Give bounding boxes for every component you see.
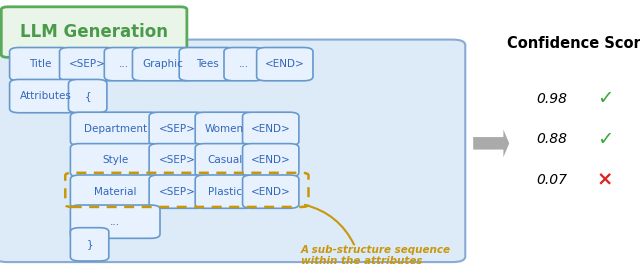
Text: Confidence Score: Confidence Score (508, 36, 640, 51)
Text: Women: Women (205, 124, 244, 134)
Text: }: } (86, 239, 93, 249)
FancyBboxPatch shape (195, 144, 254, 177)
FancyBboxPatch shape (0, 40, 465, 262)
Text: ...: ... (110, 217, 120, 227)
FancyBboxPatch shape (1, 7, 187, 57)
Text: Title: Title (29, 59, 51, 69)
FancyBboxPatch shape (70, 144, 160, 177)
Text: Style: Style (102, 155, 129, 165)
Text: ✓: ✓ (596, 89, 613, 108)
Text: Plastic: Plastic (207, 187, 242, 197)
FancyBboxPatch shape (60, 48, 116, 81)
Text: Casual: Casual (207, 155, 243, 165)
FancyBboxPatch shape (149, 175, 205, 208)
Text: <SEP>: <SEP> (159, 155, 196, 165)
Text: ...: ... (239, 59, 249, 69)
FancyBboxPatch shape (70, 205, 160, 238)
FancyBboxPatch shape (68, 79, 107, 113)
FancyBboxPatch shape (70, 228, 109, 261)
Text: A sub-structure sequence
within the attributes: A sub-structure sequence within the attr… (301, 245, 451, 266)
FancyBboxPatch shape (224, 48, 264, 81)
FancyBboxPatch shape (10, 48, 70, 81)
FancyBboxPatch shape (179, 48, 236, 81)
FancyBboxPatch shape (10, 79, 81, 113)
Text: {: { (84, 91, 91, 101)
Text: 0.07: 0.07 (536, 173, 567, 187)
Text: Tees: Tees (196, 59, 219, 69)
Text: ...: ... (119, 59, 129, 69)
Text: Department: Department (84, 124, 147, 134)
Text: <END>: <END> (265, 59, 305, 69)
Text: <END>: <END> (251, 155, 291, 165)
Text: <SEP>: <SEP> (159, 124, 196, 134)
FancyBboxPatch shape (132, 48, 193, 81)
Text: ×: × (596, 171, 613, 190)
Text: Attributes: Attributes (19, 91, 72, 101)
FancyBboxPatch shape (149, 144, 205, 177)
Text: Material: Material (94, 187, 136, 197)
Text: 0.98: 0.98 (536, 92, 567, 106)
FancyBboxPatch shape (243, 175, 299, 208)
FancyBboxPatch shape (149, 112, 205, 146)
FancyBboxPatch shape (243, 144, 299, 177)
Text: <END>: <END> (251, 187, 291, 197)
FancyBboxPatch shape (70, 175, 160, 208)
Text: 0.88: 0.88 (536, 132, 567, 146)
Text: ✓: ✓ (596, 130, 613, 149)
Text: <SEP>: <SEP> (69, 59, 106, 69)
FancyBboxPatch shape (195, 175, 254, 208)
FancyBboxPatch shape (243, 112, 299, 146)
FancyBboxPatch shape (70, 112, 160, 146)
Text: <END>: <END> (251, 124, 291, 134)
Text: <SEP>: <SEP> (159, 187, 196, 197)
FancyBboxPatch shape (257, 48, 313, 81)
Text: LLM Generation: LLM Generation (20, 23, 168, 41)
FancyBboxPatch shape (104, 48, 144, 81)
FancyBboxPatch shape (195, 112, 254, 146)
Text: Graphic: Graphic (143, 59, 183, 69)
